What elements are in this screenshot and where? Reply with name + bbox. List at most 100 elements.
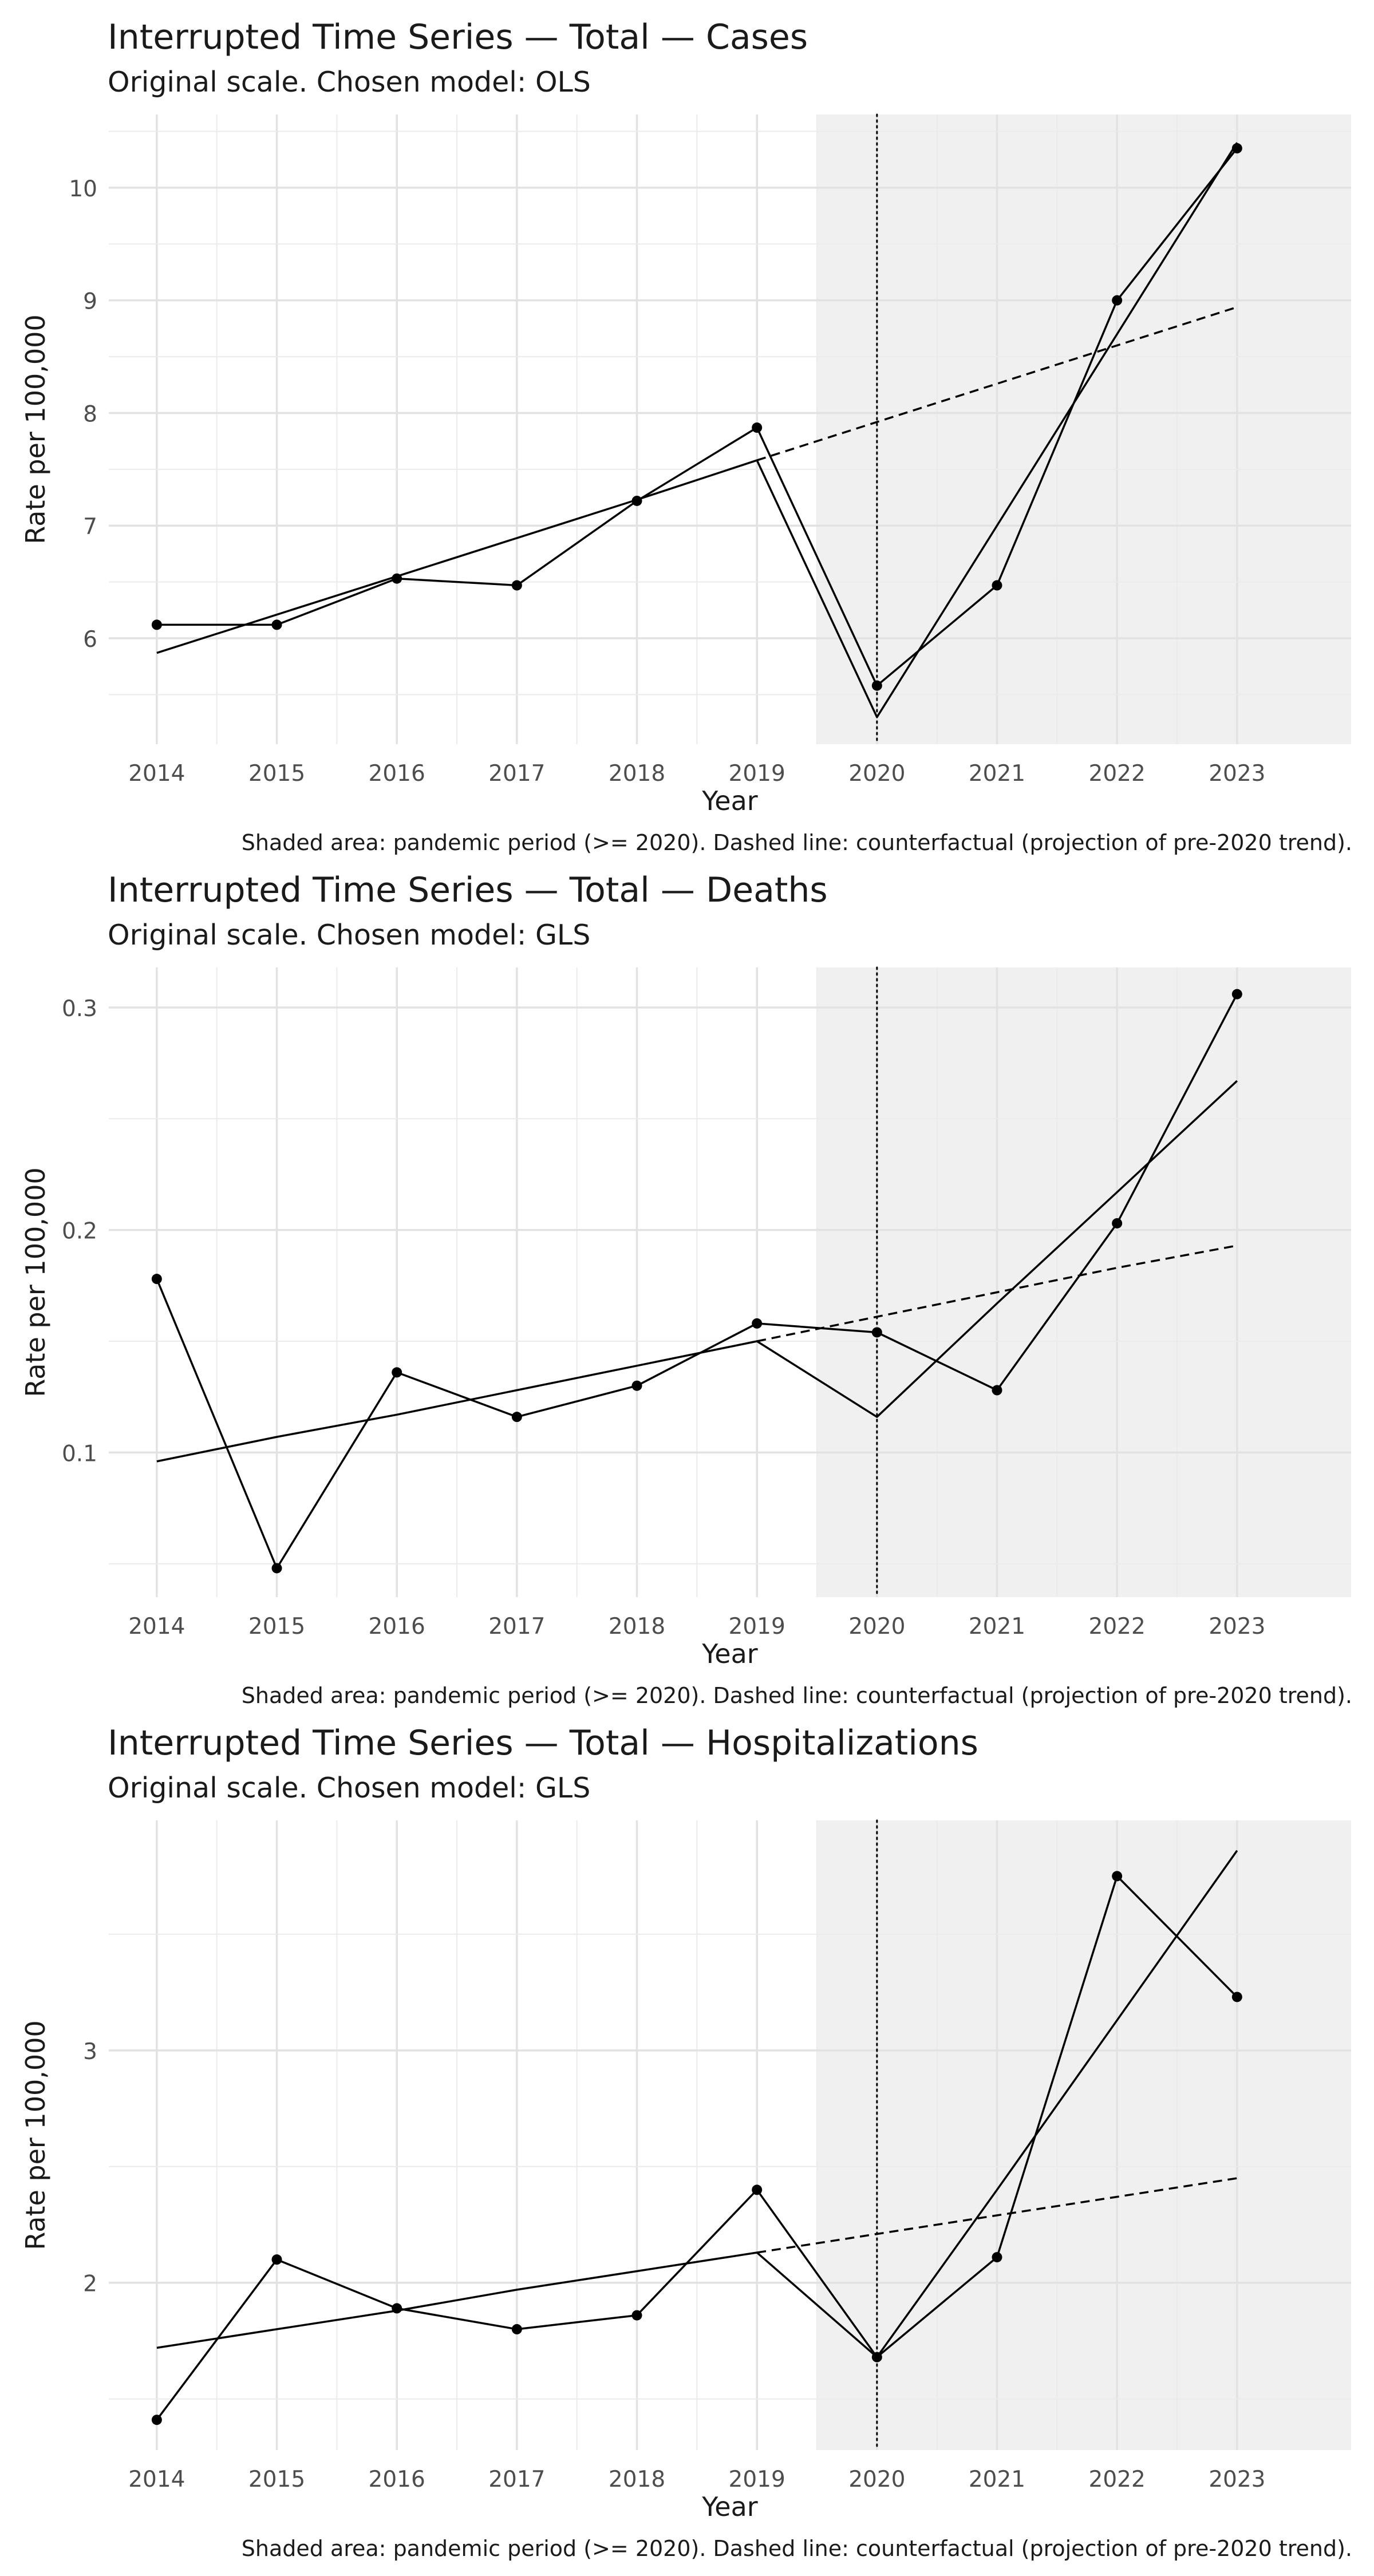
- x-tick-label: 2015: [248, 2467, 305, 2492]
- data-point: [271, 619, 282, 630]
- chart-title: Interrupted Time Series — Total — Cases: [108, 17, 808, 57]
- data-point: [271, 2254, 282, 2265]
- data-point: [1112, 295, 1123, 306]
- x-tick-label: 2016: [369, 1614, 425, 1639]
- fitted-line: [156, 142, 1238, 718]
- y-tick-label: 9: [83, 289, 97, 315]
- x-tick-label: 2023: [1209, 1614, 1265, 1639]
- chart-title: Interrupted Time Series — Total — Hospit…: [108, 1723, 978, 1763]
- data-point: [151, 2415, 162, 2425]
- observed-line: [156, 1875, 1238, 2421]
- data-point: [992, 580, 1002, 591]
- chart-caption: Shaded area: pandemic period (>= 2020). …: [242, 2536, 1352, 2561]
- y-tick-label: 3: [83, 2039, 97, 2065]
- x-tick-label: 2018: [609, 761, 665, 787]
- data-point: [992, 2252, 1002, 2263]
- chart-caption: Shaded area: pandemic period (>= 2020). …: [242, 830, 1352, 855]
- data-point: [752, 1318, 763, 1329]
- chart-subtitle: Original scale. Chosen model: GLS: [108, 919, 590, 951]
- y-tick-label: 2: [83, 2271, 97, 2297]
- x-tick-label: 2021: [969, 761, 1025, 787]
- panel-2: 0.1 0.2 0.3 2014 2015 2016 2017 2018 2019 2020 202…: [20, 870, 1352, 1708]
- x-axis-label: Year: [701, 1638, 757, 1669]
- data-point: [871, 1327, 882, 1338]
- chart-caption: Shaded area: pandemic period (>= 2020). …: [242, 1683, 1352, 1708]
- panel-1: 6 7 8 9 10 2014 2015 2016 2017 2018 2019 2020 2021 20…: [20, 17, 1352, 855]
- fitted-line: [156, 1080, 1238, 1463]
- x-axis-label: Year: [701, 2491, 757, 2522]
- x-tick-label: 2017: [488, 1614, 545, 1639]
- pandemic-shaded-area: [817, 967, 1351, 1597]
- chart-subtitle: Original scale. Chosen model: GLS: [108, 1772, 590, 1804]
- counterfactual-line: [756, 1244, 1238, 1342]
- x-tick-label: 2020: [848, 761, 905, 787]
- x-tick-label: 2022: [1089, 1614, 1146, 1639]
- y-tick-label: 0.3: [62, 996, 97, 1022]
- x-tick-label: 2014: [128, 1614, 185, 1639]
- y-tick-label: 10: [69, 176, 97, 202]
- x-tick-label: 2018: [609, 1614, 665, 1639]
- x-tick-label: 2015: [248, 761, 305, 787]
- x-tick-label: 2023: [1209, 761, 1265, 787]
- pandemic-shaded-area: [817, 1820, 1351, 2450]
- y-axis-label: Rate per 100,000: [20, 2020, 51, 2250]
- fitted-line: [156, 1850, 1238, 2358]
- data-point: [392, 1367, 402, 1378]
- chart-subtitle: Original scale. Chosen model: OLS: [108, 66, 591, 98]
- chart-title: Interrupted Time Series — Total — Deaths: [108, 870, 828, 910]
- x-tick-label: 2022: [1089, 761, 1146, 787]
- data-point: [151, 619, 162, 630]
- data-point: [992, 1385, 1002, 1396]
- data-point: [631, 1380, 642, 1391]
- data-point: [871, 680, 882, 691]
- y-tick-label: 0.1: [62, 1441, 97, 1467]
- x-tick-label: 2014: [128, 761, 185, 787]
- y-axis-label: Rate per 100,000: [20, 1167, 51, 1397]
- x-tick-label: 2021: [969, 1614, 1025, 1639]
- data-point: [752, 422, 763, 433]
- counterfactual-line: [756, 306, 1238, 461]
- data-point: [511, 580, 522, 591]
- x-tick-label: 2021: [969, 2467, 1025, 2492]
- counterfactual-line: [756, 2177, 1238, 2254]
- grid-lines: [109, 967, 1351, 1597]
- data-point: [511, 1412, 522, 1423]
- pandemic-shaded-area: [817, 114, 1351, 744]
- x-tick-label: 2016: [369, 2467, 425, 2492]
- x-tick-label: 2017: [488, 2467, 545, 2492]
- x-tick-label: 2019: [729, 761, 785, 787]
- y-axis-label: Rate per 100,000: [20, 314, 51, 544]
- y-tick-label: 8: [83, 401, 97, 427]
- panel-3: 2 3 2014 2015 2016 2017 2018 2019 2020 2021 2022 20…: [20, 1723, 1352, 2561]
- x-tick-label: 2014: [128, 2467, 185, 2492]
- observed-points: [151, 143, 1242, 691]
- observed-line: [156, 147, 1238, 687]
- y-tick-label: 6: [83, 627, 97, 653]
- grid-lines: [109, 1820, 1351, 2450]
- x-tick-label: 2019: [729, 1614, 785, 1639]
- data-point: [631, 2310, 642, 2321]
- data-point: [1112, 1871, 1123, 1882]
- x-tick-label: 2022: [1089, 2467, 1146, 2492]
- y-tick-label: 0.2: [62, 1219, 97, 1244]
- grid-lines: [109, 114, 1351, 744]
- data-point: [752, 2184, 763, 2195]
- x-tick-label: 2020: [848, 2467, 905, 2492]
- x-tick-label: 2017: [488, 761, 545, 787]
- data-point: [1231, 989, 1242, 999]
- data-point: [511, 2324, 522, 2334]
- data-point: [151, 1274, 162, 1285]
- x-tick-label: 2018: [609, 2467, 665, 2492]
- x-tick-label: 2020: [848, 1614, 905, 1639]
- observed-points: [151, 989, 1242, 1574]
- data-point: [1112, 1218, 1123, 1228]
- x-axis-label: Year: [701, 785, 757, 816]
- x-tick-label: 2015: [248, 1614, 305, 1639]
- data-point: [1231, 1992, 1242, 2002]
- observed-line: [156, 993, 1238, 1570]
- x-tick-label: 2023: [1209, 2467, 1265, 2492]
- x-tick-label: 2016: [369, 761, 425, 787]
- data-point: [271, 1563, 282, 1574]
- x-tick-label: 2019: [729, 2467, 785, 2492]
